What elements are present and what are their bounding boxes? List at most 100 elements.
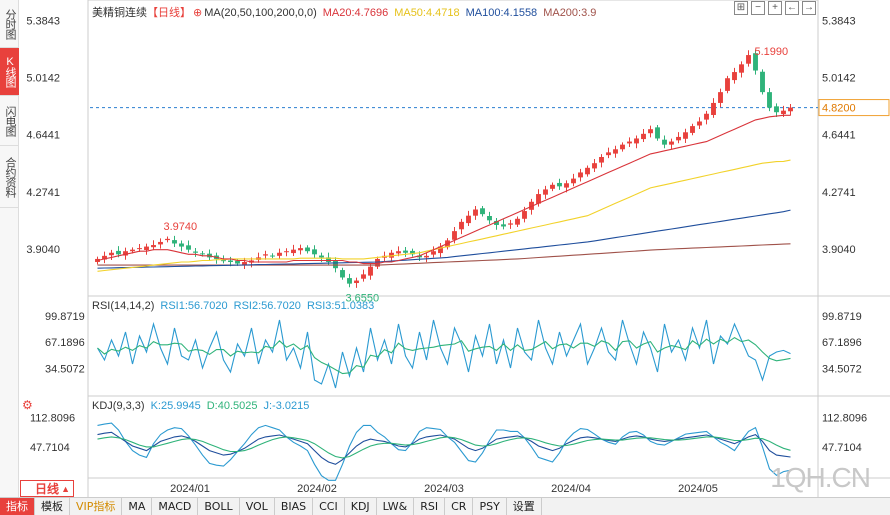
candle-body: [543, 189, 548, 195]
candle-body: [634, 138, 639, 144]
tab-indicators[interactable]: 指标: [0, 498, 35, 515]
candle-body: [683, 132, 688, 139]
scroll-left-icon[interactable]: ←: [785, 1, 799, 15]
candle-body: [109, 252, 114, 256]
period-label: 【日线】: [147, 7, 191, 19]
tab-vol[interactable]: VOL: [240, 498, 275, 515]
rsi-tick-label: 34.5072: [822, 363, 862, 375]
ma200-value: MA200:3.9: [543, 7, 597, 19]
candle-body: [627, 141, 632, 144]
candle-body: [200, 253, 205, 255]
tab-macd[interactable]: MACD: [152, 498, 199, 515]
candle-body: [326, 257, 331, 263]
candle-body: [564, 183, 569, 188]
candle-body: [739, 64, 744, 73]
date-tick-label: 2024/03: [424, 483, 464, 495]
tab-contract-info[interactable]: 合约资料: [0, 146, 19, 208]
candle-body: [235, 260, 240, 264]
candle-body: [711, 102, 716, 115]
candle-body: [522, 211, 527, 219]
kdj-tick-label-left: 47.7104: [30, 442, 70, 454]
add-indicator-icon[interactable]: ⊕: [193, 7, 203, 19]
scroll-right-icon[interactable]: →: [802, 1, 816, 15]
indicator-tabs: 指标 模板 VIP指标 MA MACD BOLL VOL BIAS CCI KD…: [0, 497, 890, 515]
period-selector[interactable]: 日线 ▲: [20, 480, 74, 497]
indicator-settings-icon[interactable]: ⚙: [22, 398, 33, 412]
rsi-tick-label: 67.1896: [822, 337, 862, 349]
price-tick-label-left: 5.3843: [26, 15, 60, 27]
candle-body: [550, 184, 555, 189]
candle-body: [473, 209, 478, 216]
ma100-line: [97, 209, 791, 269]
candle-body: [690, 126, 695, 133]
kdj-tick-label: 112.8096: [822, 412, 867, 424]
low-annotation: 3.6550: [346, 293, 380, 305]
candle-body: [424, 255, 429, 258]
candle-body: [718, 92, 723, 103]
view-tabs: 分时图 K线图 闪电图 合约资料: [0, 0, 19, 497]
kdj-j-value: J:-3.0215: [263, 400, 310, 412]
tab-bias[interactable]: BIAS: [275, 498, 314, 515]
candle-body: [697, 121, 702, 126]
tab-boll[interactable]: BOLL: [198, 498, 240, 515]
rsi-tick-label: 99.8719: [822, 311, 862, 323]
tab-ma[interactable]: MA: [122, 498, 153, 515]
candle-body: [158, 241, 163, 245]
main-legend: 美精铜连续【日线】 ⊕ MA(20,50,100,200,0,0) MA20:4.76…: [92, 4, 602, 20]
candle-body: [116, 250, 121, 255]
tab-kdj[interactable]: KDJ: [345, 498, 377, 515]
price-tick-label: 5.3843: [822, 15, 856, 27]
ma50-value: MA50:4.4718: [394, 7, 460, 19]
candle-body: [613, 149, 618, 154]
candle-body: [515, 218, 520, 225]
current-price-box: [818, 99, 890, 117]
tab-rsi[interactable]: RSI: [414, 498, 446, 515]
ma50-line: [97, 159, 791, 272]
candle-body: [319, 255, 324, 258]
candle-body: [270, 255, 275, 257]
candle-body: [361, 274, 366, 279]
ma-definition: MA(20,50,100,200,0,0): [204, 7, 317, 19]
tab-settings[interactable]: 设置: [507, 498, 542, 515]
fullscreen-icon[interactable]: ⊞: [734, 1, 748, 15]
zoom-out-icon[interactable]: −: [751, 1, 765, 15]
period-selector-label: 日线: [35, 482, 60, 496]
candle-body: [172, 240, 177, 244]
tab-kline[interactable]: K线图: [0, 48, 19, 96]
high-annotation: 5.1990: [755, 46, 789, 58]
rsi-legend: RSI(14,14,2) RSI1:56.7020 RSI2:56.7020 RSI3…: [92, 300, 380, 312]
kdj-k-value: K:25.9945: [150, 400, 201, 412]
tab-cci[interactable]: CCI: [313, 498, 345, 515]
candle-body: [781, 110, 786, 115]
ma20-value: MA20:4.7696: [322, 7, 389, 19]
candle-body: [480, 208, 485, 215]
candle-body: [228, 260, 233, 263]
tab-lw[interactable]: LW&: [377, 498, 415, 515]
price-tick-label: 4.6441: [822, 130, 856, 142]
tab-templates[interactable]: 模板: [35, 498, 70, 515]
candle-body: [536, 194, 541, 204]
candle-body: [606, 152, 611, 156]
kdj-tick-label: 47.7104: [822, 442, 862, 454]
candle-body: [333, 260, 338, 269]
zoom-in-icon[interactable]: +: [768, 1, 782, 15]
candle-body: [788, 107, 793, 112]
rsi3-value: RSI3:51.0383: [306, 300, 375, 312]
rsi-tick-label-left: 99.8719: [45, 311, 85, 323]
candle-body: [137, 248, 142, 250]
kline-chart[interactable]: 5.3843 5.3843 5.0142 5.0142 4.6441 4.6441 4.27…: [0, 0, 890, 497]
candle-body: [459, 221, 464, 230]
tab-cr[interactable]: CR: [445, 498, 474, 515]
candle-body: [186, 245, 191, 250]
rsi-tick-label-left: 34.5072: [45, 363, 85, 375]
tab-psy[interactable]: PSY: [473, 498, 507, 515]
kdj-d-value: D:40.5025: [206, 400, 258, 412]
tab-vip-indicators[interactable]: VIP指标: [70, 498, 123, 515]
candle-body: [487, 215, 492, 221]
kdj-d-line: [97, 436, 791, 459]
candle-body: [760, 71, 765, 93]
candle-body: [585, 167, 590, 175]
tab-timeshare[interactable]: 分时图: [0, 0, 19, 48]
candle-body: [676, 136, 681, 141]
tab-flash[interactable]: 闪电图: [0, 96, 19, 146]
